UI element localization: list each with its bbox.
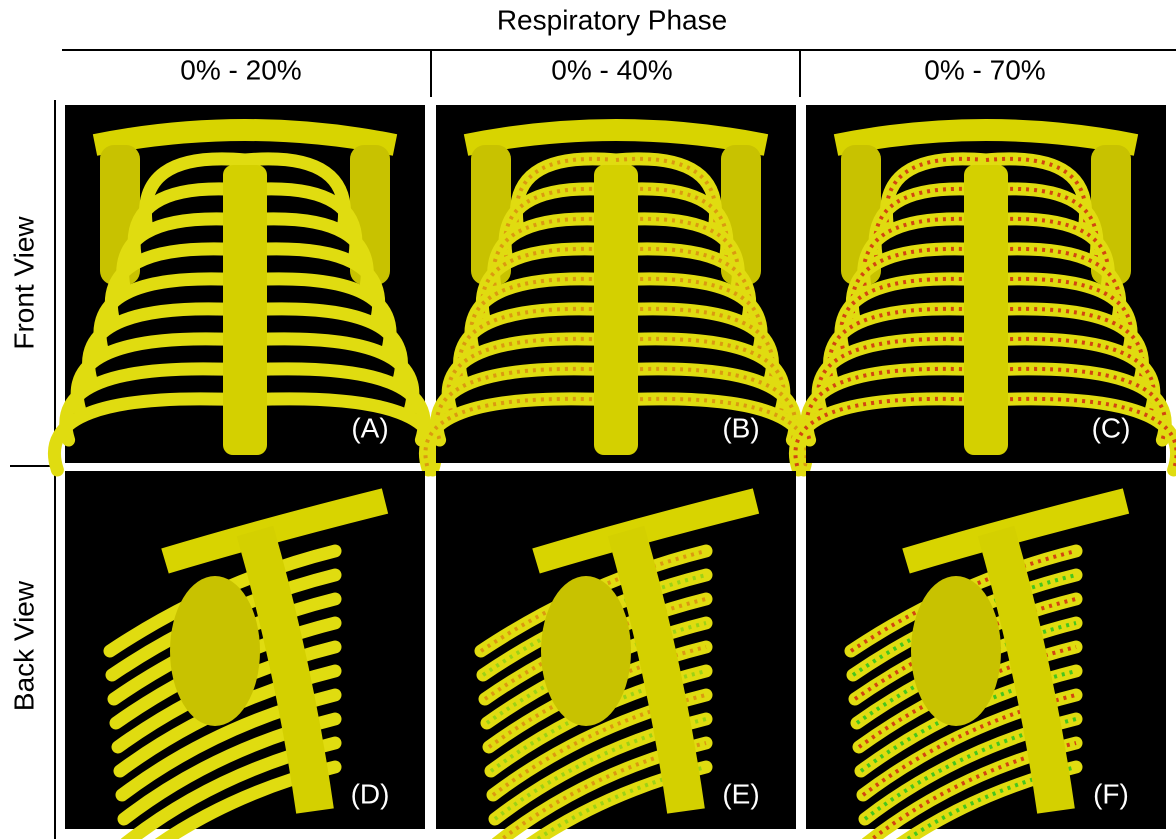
rendering	[788, 119, 1176, 477]
panel-label: (B)	[722, 412, 759, 443]
rib-motion	[985, 246, 1122, 321]
rib-motion	[985, 396, 1176, 471]
rib	[238, 392, 443, 477]
rib	[47, 392, 252, 477]
rib-motion	[850, 246, 987, 321]
column-header: 0% - 20%	[180, 54, 301, 85]
row-header: Back View	[8, 580, 39, 711]
rib-motion	[816, 336, 987, 411]
rendering	[103, 488, 389, 839]
shoulder	[463, 119, 769, 156]
panel: (F)	[806, 471, 1166, 839]
rib-motion	[423, 396, 617, 471]
rib-motion	[615, 306, 775, 381]
spine	[607, 525, 705, 814]
spine	[977, 525, 1075, 814]
rib-motion	[615, 336, 786, 411]
rib-motion	[793, 396, 987, 471]
rib-motion	[480, 246, 617, 321]
rendering	[47, 119, 443, 477]
row-header: Front View	[8, 216, 39, 350]
spine	[236, 525, 334, 814]
panel-label: (D)	[351, 778, 390, 809]
rendering	[474, 488, 760, 839]
rib-motion	[457, 306, 617, 381]
rib-motion	[446, 336, 617, 411]
panel: (D)	[65, 471, 425, 839]
rib-motion	[827, 306, 987, 381]
scapula	[911, 576, 1001, 726]
spine	[223, 165, 267, 455]
panel-label: (E)	[722, 778, 759, 809]
column-header: 0% - 70%	[924, 54, 1045, 85]
rib-motion	[615, 246, 752, 321]
spine	[964, 165, 1008, 455]
panel: (E)	[436, 471, 796, 839]
scapula	[170, 576, 260, 726]
column-header: 0% - 40%	[551, 54, 672, 85]
panel: (A)	[47, 105, 443, 477]
shoulder	[833, 119, 1139, 156]
panel-label: (F)	[1093, 778, 1129, 809]
rib-motion	[985, 336, 1156, 411]
rendering	[844, 488, 1130, 839]
panel: (B)	[418, 105, 814, 477]
rib-motion	[849, 549, 1077, 653]
panel: (C)	[788, 105, 1176, 477]
panel-label: (A)	[351, 412, 388, 443]
figure-title: Respiratory Phase	[497, 4, 727, 35]
rib	[418, 392, 623, 477]
spine	[594, 165, 638, 455]
scapula	[541, 576, 631, 726]
rib-motion	[615, 396, 809, 471]
panel-label: (C)	[1092, 412, 1131, 443]
rib-motion	[985, 306, 1145, 381]
rib-motion	[479, 549, 707, 653]
shoulder	[92, 119, 398, 156]
